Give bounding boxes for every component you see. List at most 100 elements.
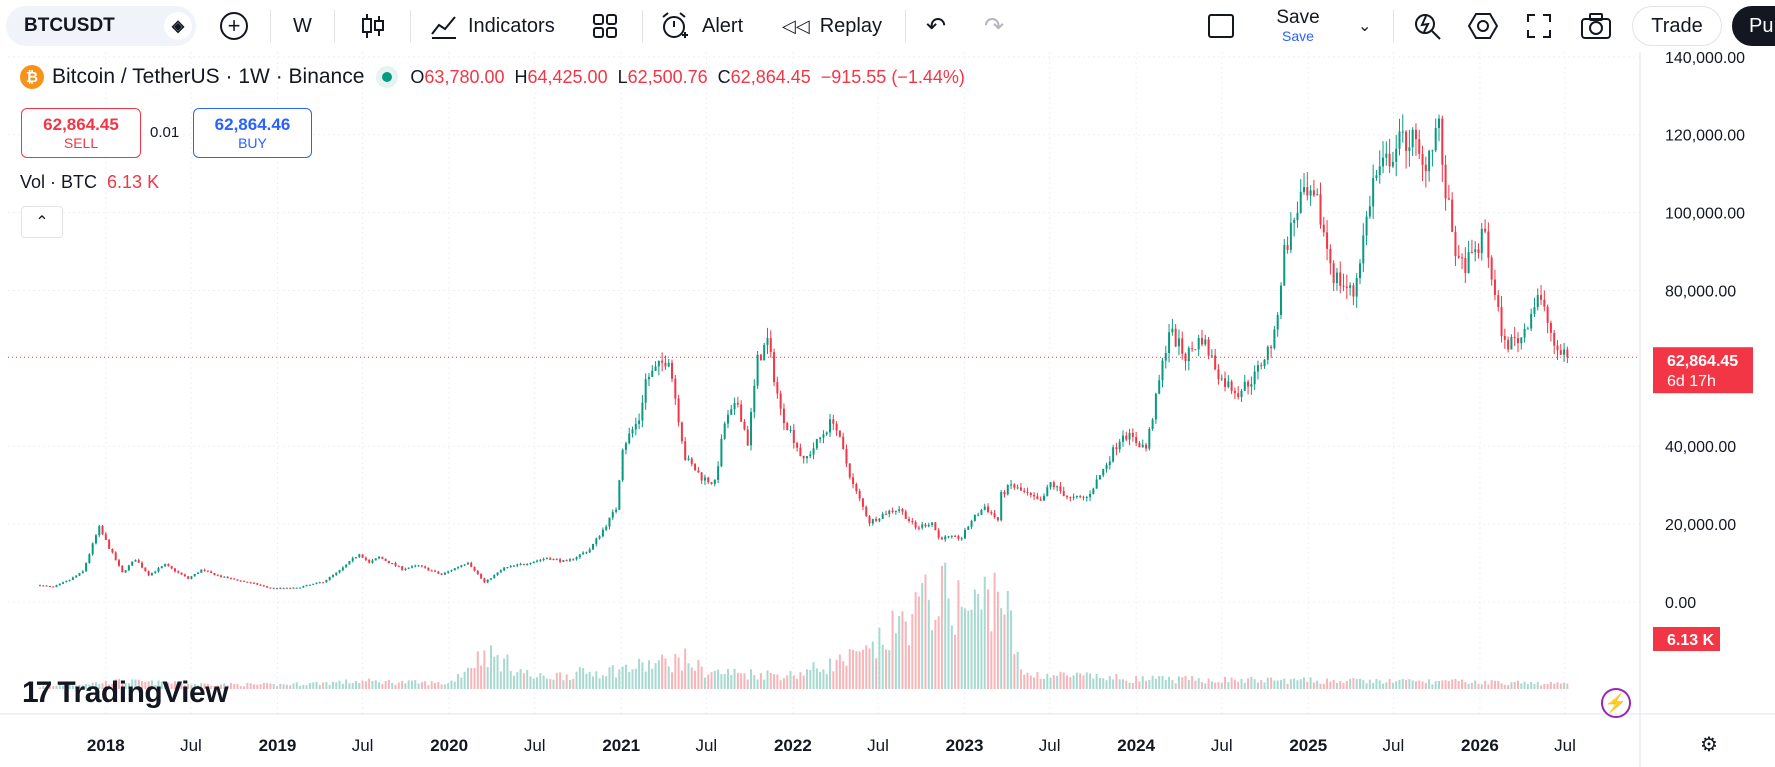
publish-button[interactable]: Pu bbox=[1732, 6, 1775, 46]
volume-bar bbox=[769, 672, 772, 689]
open-key: O bbox=[410, 66, 425, 87]
snapshot-button[interactable] bbox=[1580, 6, 1612, 46]
candle-body bbox=[638, 420, 641, 424]
candle-body bbox=[661, 360, 664, 363]
volume-bar bbox=[391, 683, 394, 689]
chart-type-button[interactable] bbox=[360, 6, 386, 46]
symbol-search-button[interactable]: BTCUSDT ◈ bbox=[6, 6, 196, 46]
volume-bar bbox=[210, 685, 213, 689]
candle-body bbox=[348, 560, 351, 565]
candle-body bbox=[1299, 191, 1302, 213]
alert-button[interactable]: Alert bbox=[660, 6, 743, 46]
interval-button[interactable]: W bbox=[293, 6, 312, 46]
volume-bar bbox=[552, 679, 555, 689]
candle-body bbox=[1095, 479, 1098, 489]
replay-button[interactable]: ◁◁ Replay bbox=[782, 6, 882, 46]
volume-legend[interactable]: Vol · BTC 6.13 K bbox=[20, 172, 159, 193]
volume-bar bbox=[78, 684, 81, 689]
volume-bar bbox=[1441, 680, 1444, 689]
volume-bar bbox=[595, 671, 598, 689]
candle-body bbox=[848, 463, 851, 478]
candle-body bbox=[476, 570, 479, 575]
volume-bar bbox=[213, 686, 216, 689]
volume-bar bbox=[954, 634, 957, 689]
candle-body bbox=[522, 564, 525, 566]
settings-button[interactable] bbox=[1468, 6, 1498, 46]
symbol-title[interactable]: Bitcoin / TetherUS · 1W · Binance bbox=[52, 65, 365, 88]
lightning-icon[interactable]: ⚡ bbox=[1601, 688, 1631, 718]
candle-body bbox=[443, 572, 446, 575]
buy-button[interactable]: 62,864.46 BUY bbox=[193, 108, 312, 158]
candle-body bbox=[1309, 190, 1312, 196]
candle-body bbox=[1029, 492, 1032, 496]
price-chart[interactable]: 140,000.00 120,000.00 100,000.00 80,000.00 4… bbox=[0, 52, 1775, 767]
candle-body bbox=[1322, 224, 1325, 233]
volume-bar bbox=[62, 685, 65, 689]
candle-body bbox=[420, 565, 423, 567]
volume-bar bbox=[967, 610, 970, 689]
diamond-icon[interactable]: ◈ bbox=[164, 12, 192, 40]
candle-body bbox=[1191, 348, 1194, 350]
volume-bar bbox=[381, 684, 384, 689]
candle-body bbox=[812, 448, 815, 455]
trade-button[interactable]: Trade bbox=[1632, 6, 1722, 46]
volume-bar bbox=[931, 630, 934, 689]
candle-body bbox=[559, 559, 562, 562]
save-button[interactable]: Save Save bbox=[1268, 6, 1328, 46]
candle-body bbox=[1424, 164, 1427, 172]
tradingview-logo[interactable]: 17 TradingView bbox=[22, 676, 229, 710]
fullscreen-button[interactable] bbox=[1526, 6, 1552, 46]
volume-bar bbox=[292, 683, 295, 689]
undo-button[interactable]: ↶ bbox=[926, 6, 946, 46]
candle-body bbox=[1467, 252, 1470, 273]
candle-body bbox=[493, 574, 496, 579]
camera-icon bbox=[1581, 13, 1611, 39]
volume-bar bbox=[1200, 682, 1203, 689]
volume-bar bbox=[963, 608, 966, 689]
volume-bar bbox=[1339, 681, 1342, 689]
candle-body bbox=[674, 378, 677, 399]
save-menu-button[interactable]: ⌄ bbox=[1358, 6, 1371, 46]
chevron-up-icon: ⌃ bbox=[35, 214, 49, 231]
layouts-button[interactable] bbox=[592, 6, 618, 46]
sell-button[interactable]: 62,864.45 SELL bbox=[21, 108, 141, 158]
volume-bar bbox=[1210, 681, 1213, 689]
high-value: 64,425.00 bbox=[527, 66, 608, 87]
volume-bar bbox=[835, 659, 838, 689]
time-axis[interactable]: 2018 Jul 2019 Jul 2020 Jul 2021 Jul 2022 Jul 2023 J… bbox=[0, 713, 1775, 755]
collapse-legend-button[interactable]: ⌃ bbox=[21, 206, 63, 238]
volume-bar bbox=[1121, 679, 1124, 689]
volume-bar bbox=[111, 683, 114, 689]
indicators-button[interactable]: Indicators bbox=[430, 6, 555, 46]
volume-bar bbox=[266, 683, 269, 689]
quick-search-button[interactable] bbox=[1412, 6, 1442, 46]
volume-bar bbox=[664, 658, 667, 689]
candle-body bbox=[654, 366, 657, 371]
volume-bar bbox=[480, 665, 483, 689]
volume-bar bbox=[91, 682, 94, 689]
redo-button[interactable]: ↷ bbox=[984, 6, 1004, 46]
candle-body bbox=[496, 572, 499, 575]
price-axis[interactable]: 140,000.00 120,000.00 100,000.00 80,000.00 4… bbox=[1639, 52, 1775, 767]
candle-body bbox=[954, 535, 957, 537]
compare-button[interactable]: + bbox=[220, 6, 248, 46]
volume-bar bbox=[904, 621, 907, 689]
volume-bar bbox=[1039, 678, 1042, 689]
candle-body bbox=[1233, 390, 1236, 394]
volume-bar bbox=[1451, 679, 1454, 689]
axis-settings-icon[interactable]: ⚙ bbox=[1700, 734, 1718, 756]
volume-bar bbox=[101, 683, 104, 689]
volume-bar bbox=[1368, 679, 1371, 689]
volume-bar bbox=[410, 680, 413, 689]
candle-body bbox=[1039, 499, 1042, 501]
candle-body bbox=[769, 338, 772, 353]
candles bbox=[39, 114, 1569, 590]
candle-body bbox=[276, 588, 279, 590]
layout-square-button[interactable] bbox=[1208, 6, 1234, 46]
candle-body bbox=[931, 522, 934, 525]
volume-bar bbox=[661, 654, 664, 689]
candle-body bbox=[615, 509, 618, 512]
price-axis-background bbox=[1640, 52, 1775, 767]
candle-body bbox=[1217, 369, 1220, 380]
price-tick-label: 40,000.00 bbox=[1665, 439, 1736, 456]
